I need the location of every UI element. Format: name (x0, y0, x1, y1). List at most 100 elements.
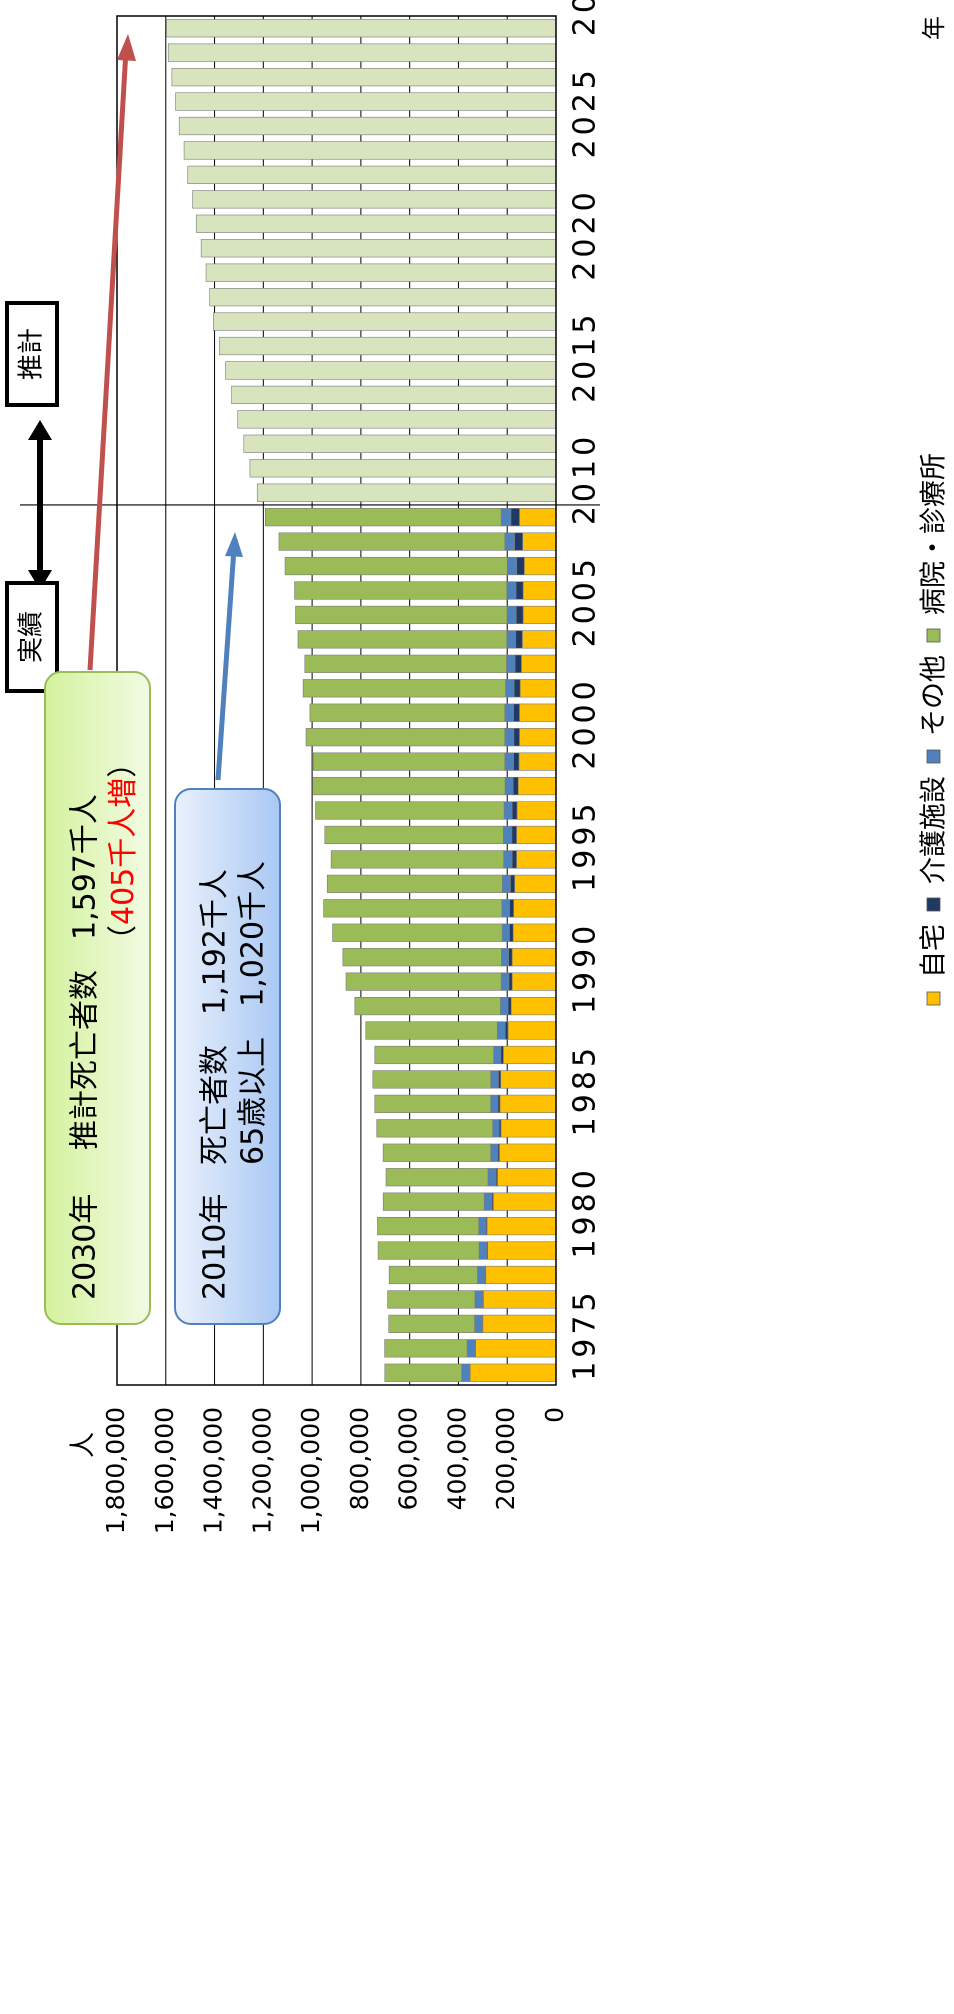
x-tick-label: 2030 (568, 0, 603, 36)
bar-segment (504, 752, 514, 771)
bar-segment (209, 288, 557, 307)
bar-segment (501, 923, 510, 942)
bar-segment (507, 996, 512, 1016)
bar-segment (515, 605, 524, 625)
bar-segment (507, 1021, 557, 1040)
bar-segment (514, 532, 523, 551)
legend-label: 介護施設 (919, 776, 950, 884)
bar-segment (513, 728, 520, 747)
red-arrow-head (117, 34, 136, 61)
bar-segment (469, 1363, 557, 1382)
bar-segment (374, 1045, 494, 1065)
bar-segment (504, 728, 515, 747)
bar-segment (486, 1216, 557, 1236)
bar-segment (256, 483, 557, 502)
bar-segment (213, 312, 557, 331)
bar-segment (487, 1168, 497, 1187)
x-tick-label: 1980 (568, 1166, 603, 1258)
y-tick-label: 1,200,000 (247, 1407, 276, 1534)
bar-segment (506, 630, 517, 649)
actual-label-box (5, 581, 59, 693)
bar-segment (166, 19, 557, 38)
bar-segment (377, 1241, 480, 1260)
bar-segment (499, 1094, 557, 1113)
x-tick-label: 1990 (568, 922, 603, 1014)
bar-segment (487, 1241, 557, 1260)
bar-segment (504, 1021, 509, 1040)
bar-segment (345, 972, 502, 991)
bar-segment (231, 385, 557, 405)
blue-arrow-head (225, 532, 243, 557)
bar-segment (515, 581, 524, 600)
bar-segment (382, 1192, 485, 1211)
box-2010-line1: 死亡者数 1,192千人 (198, 869, 233, 1165)
legend-swatch (926, 749, 941, 764)
bar-segment (483, 1290, 557, 1309)
bar-segment (513, 703, 520, 722)
increase-value: 405千人増 (106, 778, 141, 925)
y-tick-label: 1,000,000 (296, 1407, 325, 1534)
projection-label: 推計 (17, 328, 47, 380)
bar-segment (519, 508, 557, 527)
bar-segment (295, 605, 508, 625)
red-arrow-shaft (87, 49, 129, 671)
legend-swatch (926, 628, 941, 643)
bar-segment (516, 825, 557, 845)
paren-open: （ (106, 925, 141, 955)
blue-arrow-shaft (215, 547, 237, 781)
y-tick-label: 600,000 (394, 1407, 423, 1510)
bar-segment (506, 581, 517, 600)
annotations: 実績 推計 2030年 推計死亡者数 1,597千人 （405千人増） 2010年 死亡者数… (5, 34, 281, 1325)
bar-segment (510, 874, 515, 893)
x-tick-labels: 1975 1980 1985 1990 1995 2000 2005 2010 2015 2020… (568, 0, 949, 1381)
bar-segment (264, 508, 502, 527)
bar-segment (513, 899, 557, 918)
bar-segment (508, 972, 513, 991)
bar-segment (475, 1339, 557, 1358)
bar-segment (501, 899, 510, 918)
bar-segment (474, 1290, 484, 1309)
bar-segment (205, 263, 557, 282)
bar-segment (200, 239, 557, 258)
y-tick-label: 200,000 (491, 1407, 520, 1510)
x-tick-label: 2000 (568, 677, 603, 769)
bar-segment (512, 776, 519, 796)
y-tick-labels: 0 200,000 400,000 600,000 800,000 1,000,000 1,… (69, 1407, 570, 1534)
bar-segment (504, 532, 515, 551)
bar-segment (498, 1070, 501, 1089)
bar-segment (516, 556, 525, 576)
bar-segment (503, 801, 513, 820)
bar-segment (294, 581, 508, 600)
box-2010-year: 2010年 (198, 1194, 233, 1300)
bar-segment (493, 1192, 557, 1211)
bar-segment (249, 459, 557, 478)
bar-segment (478, 1216, 487, 1236)
bar-segment (504, 776, 514, 796)
bar-segment (513, 679, 521, 698)
bar-segment (483, 1192, 493, 1211)
bar-segment (511, 825, 517, 845)
bar-segment (477, 1265, 486, 1285)
bar-segment (192, 190, 557, 209)
bar-segment (302, 679, 506, 698)
bar-segment (518, 752, 557, 771)
bar-segment (516, 801, 557, 820)
bar-segment (501, 948, 509, 967)
x-tick-label: 2020 (568, 188, 603, 280)
bar-segment (384, 1339, 468, 1358)
bar-segment (297, 630, 508, 649)
bar-segment (509, 899, 514, 918)
bar-segment (485, 1265, 557, 1285)
bar-segment (508, 948, 513, 967)
bar-segment (492, 1119, 500, 1138)
bar-segment (512, 923, 557, 942)
bar-segment (466, 1339, 476, 1358)
bar-segment (278, 532, 506, 551)
x-unit-label: 年 (920, 16, 948, 40)
legend-swatch (926, 991, 941, 1006)
bar-segment (195, 214, 557, 233)
bar-segment (493, 1045, 502, 1065)
bar-segment (482, 1314, 557, 1333)
double-arrow-head-top (28, 420, 52, 440)
